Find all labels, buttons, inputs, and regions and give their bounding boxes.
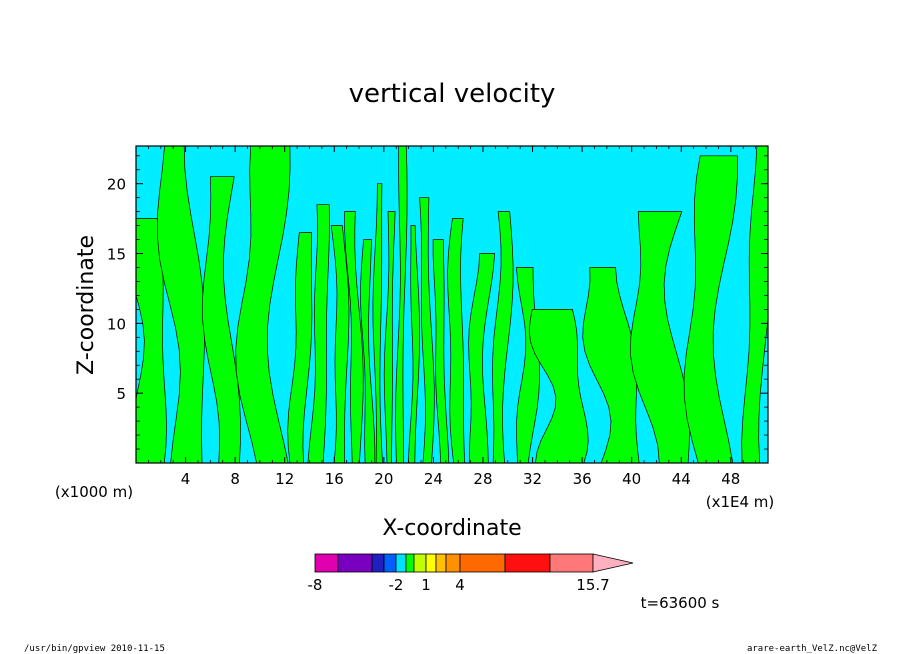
x-tick-label: 20 [374,470,393,488]
y-tick-label: 20 [107,176,126,194]
upward-band-5 [307,204,330,463]
upward-band-0 [136,218,167,463]
colorbar-bin [445,553,461,573]
colorbar-bin [371,553,385,573]
x-axis-ticks: 4 8 12 16 20 24 28 32 36 40 44 48 [147,146,757,488]
upward-band-1 [157,146,205,463]
upward-band-20 [582,267,640,463]
contour-fill-layer [136,146,768,463]
x-tick-label: 4 [181,470,191,488]
upward-band-17 [492,211,514,463]
upward-band-8 [360,239,376,463]
x-axis-label: X-coordinate [382,516,521,541]
colorbar [314,553,634,573]
upward-band-23 [741,146,768,463]
upward-band-22 [683,155,738,463]
x-tick-label: 40 [622,470,641,488]
plot-frame [135,145,769,464]
footer-left: /usr/bin/gpview 2010-11-15 [24,644,165,654]
upward-band-12 [408,225,420,463]
colorbar-bin [405,553,415,573]
x-tick-label: 28 [473,470,492,488]
colorbar-bin [395,553,407,573]
upward-band-4 [287,232,313,463]
colorbar-bin [459,553,506,573]
footer-right: arare-earth_VelZ.nc@VelZ [747,644,878,654]
colorbar-bin [383,553,397,573]
upward-band-13 [419,197,435,463]
y-tick-label: 15 [107,246,126,264]
colorbar-label: 4 [455,576,465,594]
colorbar-label: 1 [421,576,431,594]
upward-band-3 [235,146,291,463]
x-tick-label: 24 [424,470,443,488]
y-axis-ticks: 5 10 15 20 [107,155,768,450]
time-label: t=63600 s [641,594,720,612]
colorbar-bin [337,553,373,573]
upward-band-10 [383,211,396,463]
y-tick-label: 5 [116,385,126,403]
y-unit-label: (x1000 m) [55,483,133,501]
x-tick-label: 36 [573,470,592,488]
colorbar-arrow [592,553,634,573]
x-tick-label: 32 [523,470,542,488]
chart-title: vertical velocity [349,79,556,109]
y-axis-label: Z-coordinate [74,235,99,375]
colorbar-bin [435,553,447,573]
upward-band-14 [432,239,450,463]
x-unit-label: (x1E4 m) [706,493,775,511]
upward-band-7 [344,211,364,463]
x-tick-label: 8 [230,470,240,488]
colorbar-bin [504,553,551,573]
colorbar-bin [549,553,594,573]
y-tick-label: 10 [107,315,126,333]
colorbar-bin [413,553,427,573]
upward-band-6 [330,225,350,463]
colorbar-bin [425,553,437,573]
x-tick-label: 48 [721,470,740,488]
colorbar-bin [314,553,339,573]
x-tick-label: 44 [672,470,691,488]
colorbar-label: -8 [308,576,323,594]
upward-band-9 [372,183,383,463]
upward-band-11 [395,146,408,463]
x-tick-label: 16 [325,470,344,488]
colorbar-label: -2 [389,576,404,594]
upward-band-16 [468,253,495,463]
upward-band-15 [447,218,465,463]
x-tick-label: 12 [275,470,294,488]
colorbar-label: 15.7 [576,576,609,594]
upward-band-19 [528,309,589,463]
colorbar-labels: -8 -2 1 4 15.7 [308,576,610,594]
